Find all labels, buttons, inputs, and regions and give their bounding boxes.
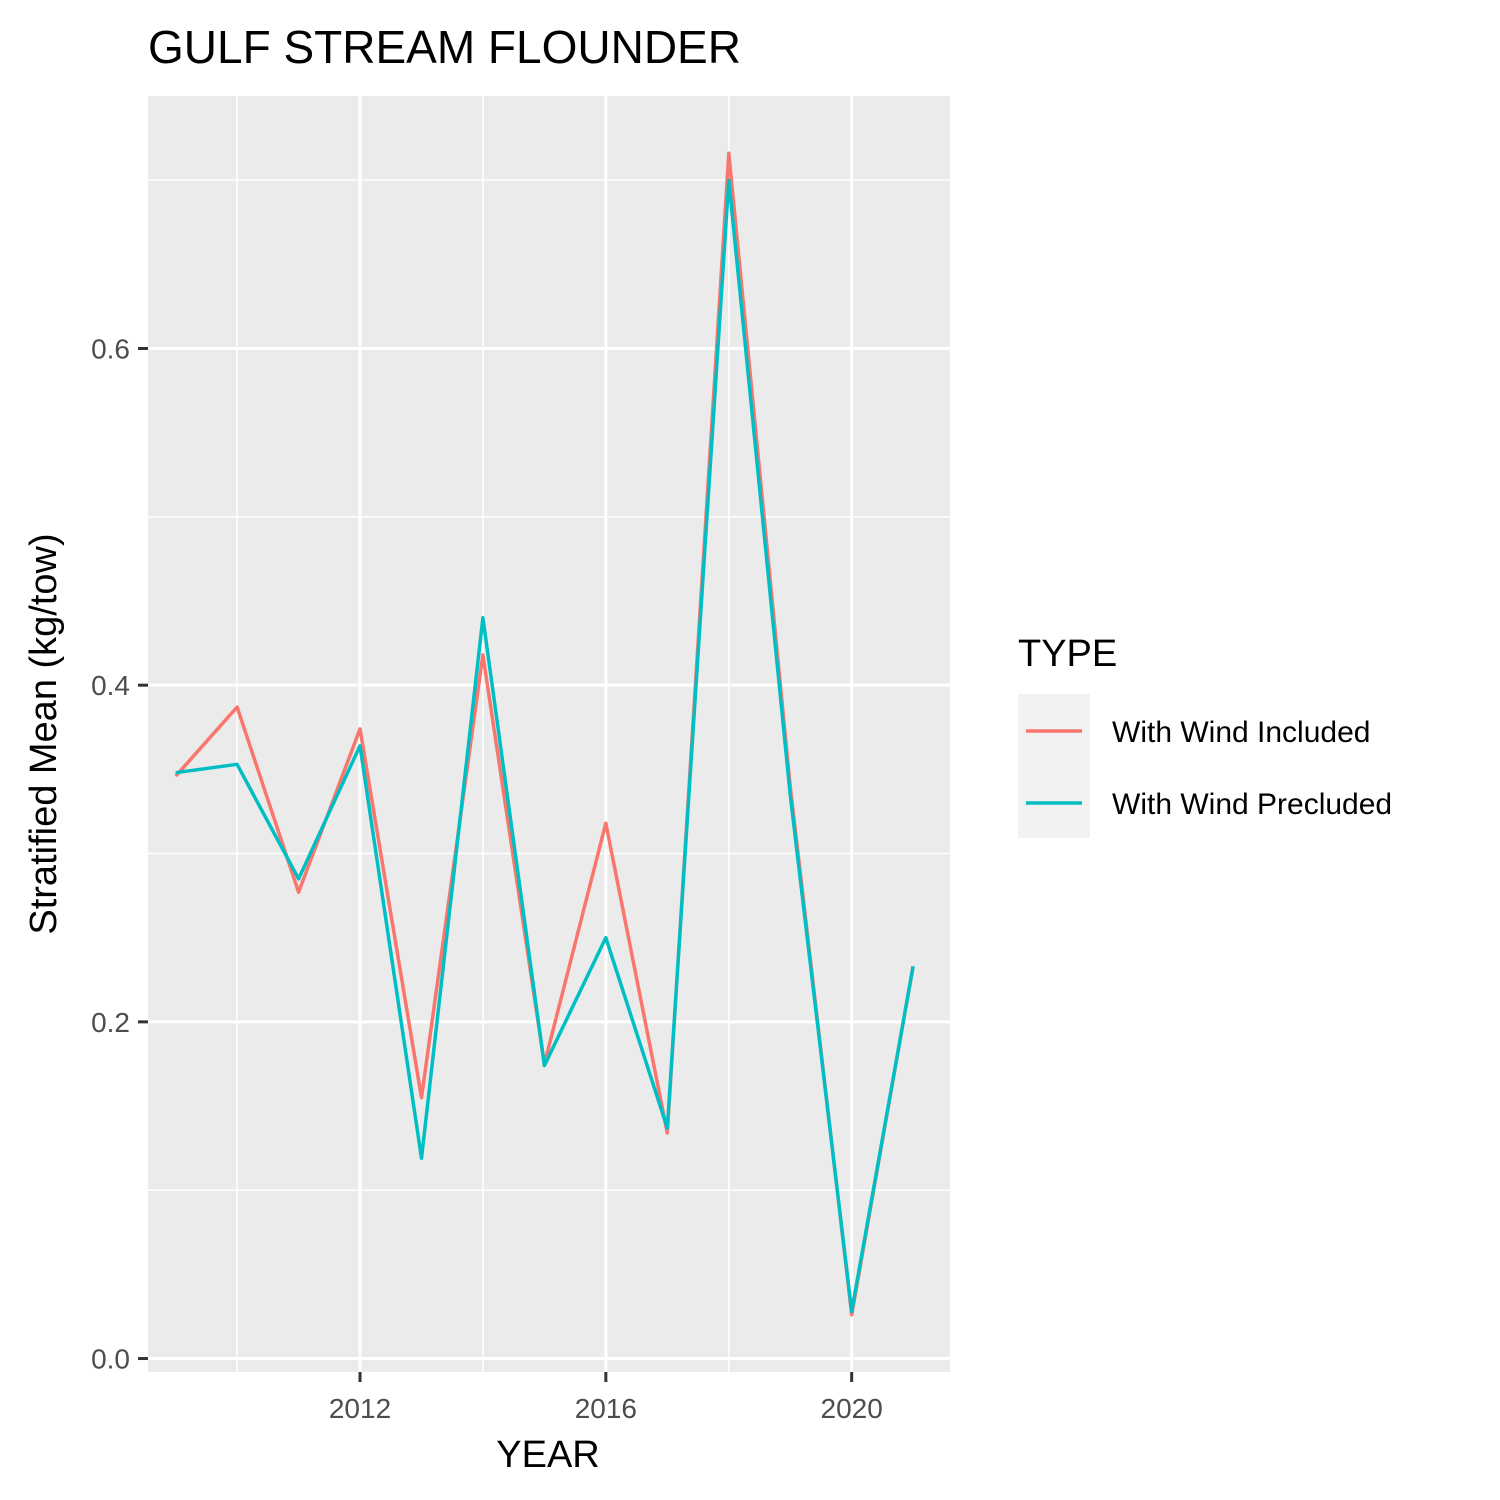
x-axis: 2012 2016 2020	[329, 1372, 883, 1424]
minor-gridlines	[148, 96, 950, 1372]
y-tick-label: 0.6	[91, 334, 130, 365]
legend-key-background	[1018, 694, 1090, 838]
y-tick-label: 0.4	[91, 670, 130, 701]
plot-panel	[148, 96, 950, 1372]
x-tick-label: 2020	[821, 1393, 883, 1424]
x-tick-label: 2016	[575, 1393, 637, 1424]
legend: TYPE With Wind Included With Wind Preclud…	[1018, 633, 1392, 838]
series-line-wind-precluded	[175, 178, 915, 1314]
chart-title: GULF STREAM FLOUNDER	[148, 21, 741, 73]
y-axis-title: Stratified Mean (kg/tow)	[23, 533, 65, 934]
y-tick-label: 0.2	[91, 1007, 130, 1038]
x-tick-label: 2012	[329, 1393, 391, 1424]
legend-title: TYPE	[1018, 633, 1117, 675]
y-axis: 0.0 0.2 0.4 0.6	[91, 334, 148, 1375]
y-tick-label: 0.0	[91, 1344, 130, 1375]
series-lines	[174, 151, 915, 1317]
major-gridlines	[148, 96, 950, 1372]
x-axis-title: YEAR	[496, 1434, 599, 1476]
legend-label-wind-precluded: With Wind Precluded	[1112, 788, 1392, 821]
legend-label-wind-included: With Wind Included	[1112, 716, 1370, 749]
